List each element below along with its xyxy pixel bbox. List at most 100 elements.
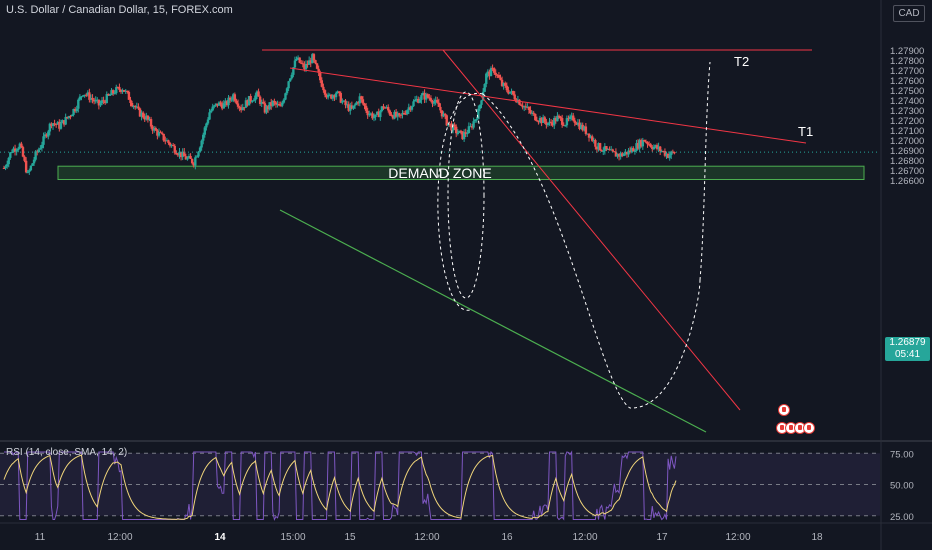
candle-body	[281, 102, 284, 106]
candles	[2, 53, 676, 175]
rsi-line	[4, 450, 677, 521]
candle-body	[602, 150, 605, 152]
candle-body	[597, 143, 600, 150]
candle-body	[271, 100, 274, 106]
candle-body	[424, 94, 428, 100]
candle-body	[72, 109, 75, 115]
candle-body	[326, 94, 330, 98]
candle-body	[111, 90, 115, 94]
candle-body	[200, 140, 203, 148]
candle-body	[116, 87, 120, 89]
candle-body	[621, 153, 624, 156]
candle-body	[643, 139, 646, 142]
candle-body	[323, 90, 327, 95]
candle-body	[628, 150, 632, 152]
candle-body	[549, 121, 553, 123]
currency-badge[interactable]: CAD	[893, 5, 925, 22]
candle-body	[23, 156, 26, 161]
candle-body	[258, 96, 262, 104]
candle-body	[551, 122, 554, 126]
candle-body	[21, 147, 25, 157]
candle-body	[118, 87, 121, 90]
candle-body	[371, 113, 374, 119]
rsi-level-label: 75.00	[890, 449, 914, 460]
candle-body	[317, 68, 320, 73]
left-shoulder-ellipse	[447, 91, 485, 299]
candle-body	[80, 96, 83, 98]
candle-body	[301, 63, 305, 65]
candle-body	[211, 106, 214, 111]
candle-body	[500, 79, 504, 86]
candle-body	[521, 105, 524, 108]
axes: 1.279001.278001.277001.276001.275001.274…	[35, 46, 925, 543]
candle-body	[263, 103, 267, 113]
candle-body	[145, 115, 148, 120]
candle-body	[459, 130, 463, 132]
candle-body	[190, 158, 194, 164]
candle-body	[554, 118, 558, 122]
candle-body	[18, 143, 22, 149]
candle-body	[469, 126, 472, 128]
candle-body	[219, 102, 222, 105]
candle-body	[265, 106, 268, 113]
candle-body	[247, 96, 251, 106]
candle-body	[61, 120, 64, 124]
candle-body	[53, 123, 56, 125]
candle-body	[108, 94, 112, 96]
candle-body	[394, 111, 398, 117]
candle-body	[309, 60, 312, 64]
time-tick-label: 12:00	[107, 532, 132, 543]
candle-body	[475, 119, 478, 121]
candle-body	[581, 124, 584, 131]
candle-body	[160, 132, 164, 134]
candle-body	[107, 94, 110, 96]
candle-body	[246, 100, 249, 106]
candle-body	[208, 112, 211, 120]
descending-trendline	[442, 49, 741, 411]
rsi-indicator-title[interactable]: RSI (14, close, SMA, 14, 2)	[6, 447, 128, 458]
canada-flag-icon[interactable]	[778, 404, 790, 416]
candle-body	[69, 116, 72, 118]
candle-body	[181, 151, 184, 158]
candle-body	[37, 149, 40, 153]
candle-body	[103, 101, 107, 103]
candle-body	[587, 133, 591, 138]
candle-body	[413, 99, 417, 102]
candle-body	[606, 149, 610, 151]
candle-body	[198, 147, 202, 152]
candle-body	[162, 133, 165, 141]
candle-body	[126, 90, 129, 92]
candle-body	[505, 85, 509, 91]
candle-body	[613, 151, 616, 153]
candle-body	[443, 113, 447, 116]
economic-events[interactable]	[775, 404, 823, 438]
candle-body	[239, 107, 243, 111]
candle-body	[559, 116, 562, 119]
candle-body	[189, 156, 192, 159]
candle-body	[375, 111, 379, 115]
candle-body	[534, 113, 537, 121]
rsi-level-label: 25.00	[890, 512, 914, 523]
candle-body	[583, 126, 586, 131]
symbol-title[interactable]: U.S. Dollar / Canadian Dollar, 15, FOREX…	[6, 4, 233, 16]
candle-body	[670, 151, 673, 156]
candle-body	[5, 164, 9, 167]
time-tick-label: 12:00	[725, 532, 750, 543]
candle-body	[339, 93, 342, 103]
candle-body	[402, 112, 406, 114]
candle-body	[611, 149, 614, 152]
candle-body	[579, 124, 583, 130]
candle-body	[83, 94, 86, 96]
candle-body	[649, 144, 652, 147]
canada-flag-icon[interactable]	[803, 422, 815, 434]
price-tick-label: 1.27600	[890, 76, 924, 87]
candle-body	[614, 151, 618, 157]
candle-body	[458, 130, 461, 133]
candle-body	[156, 130, 159, 136]
candle-body	[322, 86, 325, 91]
candle-body	[262, 101, 265, 104]
candle-body	[385, 107, 388, 109]
candle-body	[565, 118, 569, 126]
candle-body	[415, 98, 418, 100]
